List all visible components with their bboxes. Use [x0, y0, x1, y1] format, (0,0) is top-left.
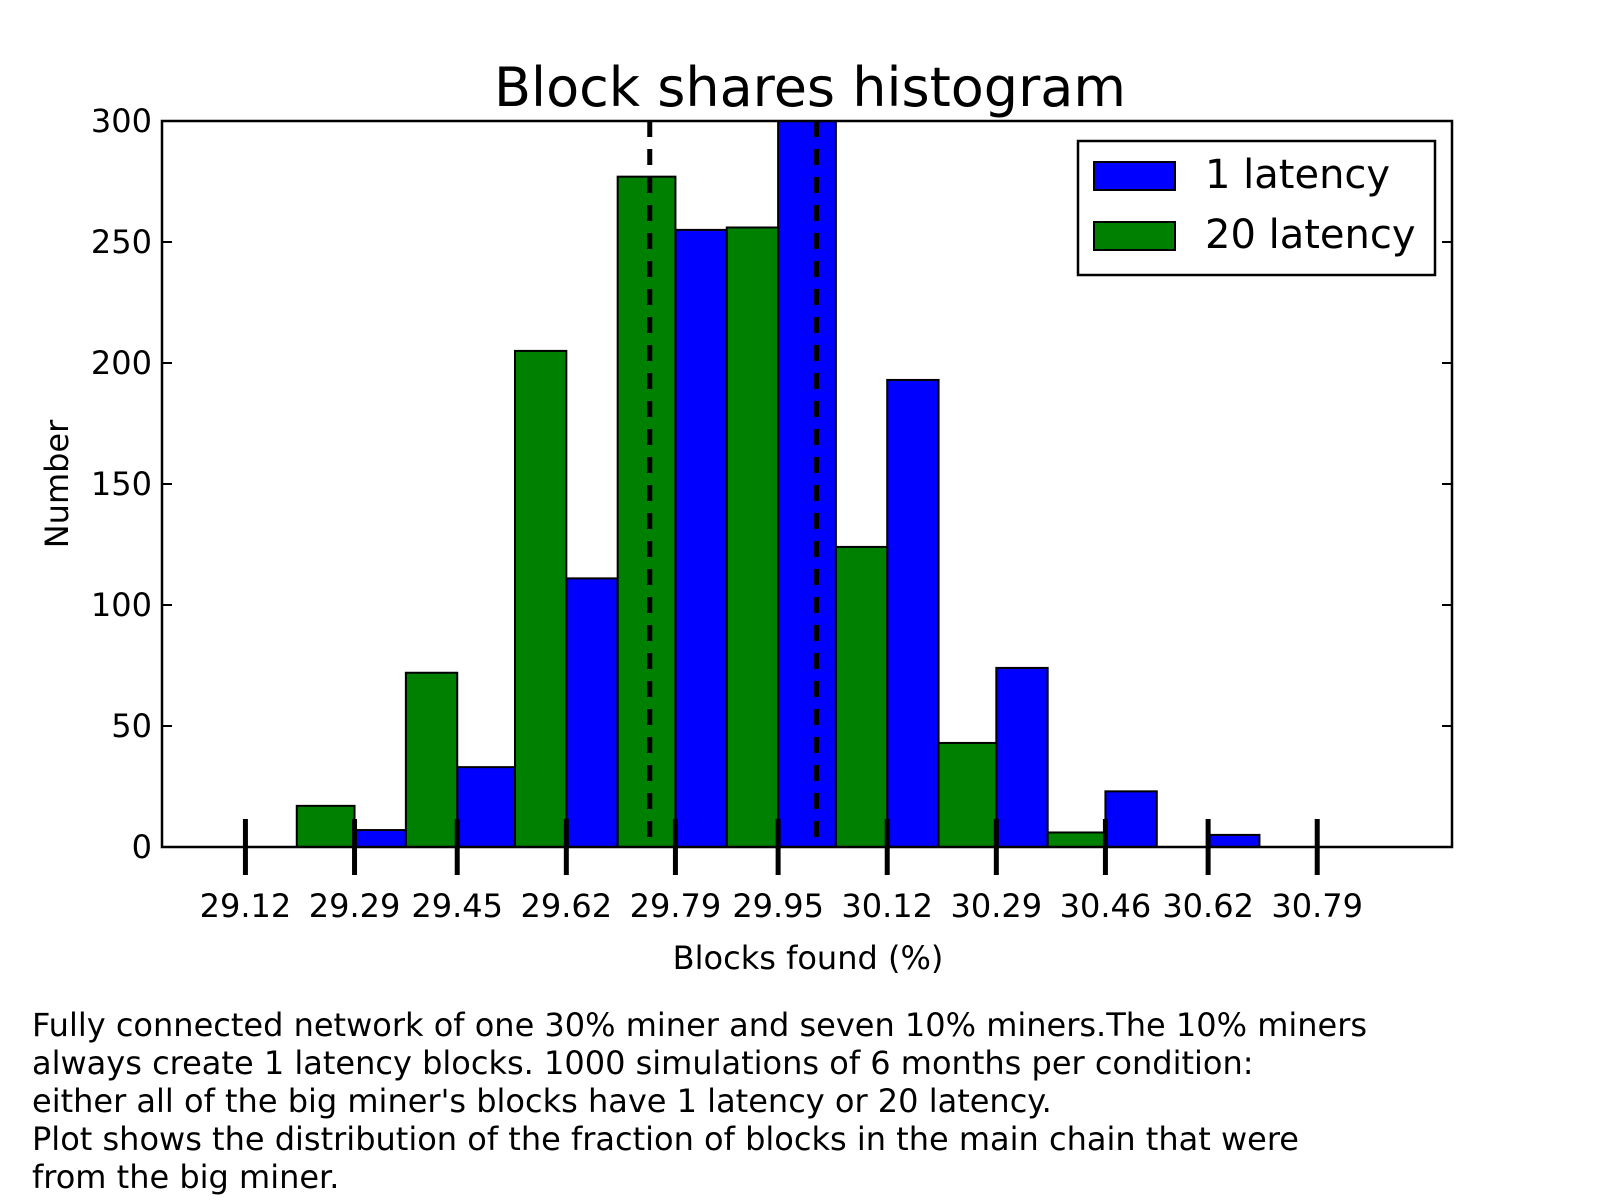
bar-1-latency-4: [674, 228, 728, 848]
bar-20-latency-3: [616, 175, 677, 849]
legend-label-20-latency: 20 latency: [1205, 212, 1416, 258]
bar-20-latency-0: [295, 804, 356, 848]
bar-1-latency-7: [995, 666, 1049, 848]
x-tick-label-8: 30.46: [1060, 887, 1152, 925]
legend-swatch-20-latency: [1093, 221, 1176, 251]
histogram-chart: Block shares histogram 0 50 100 150 200 250 30…: [38, 56, 1454, 977]
bar-20-latency-5: [834, 545, 889, 848]
x-tick-label-0: 29.12: [200, 887, 292, 925]
bar-1-latency-9: [1207, 833, 1261, 849]
x-tick-label-10: 30.79: [1271, 887, 1363, 925]
y-axis: 0 50 100 150 200 250 300: [91, 102, 1452, 866]
caption-line: either all of the big miner's blocks hav…: [32, 1082, 1052, 1120]
figure-caption: Fully connected network of one 30% miner…: [32, 1006, 1572, 1196]
y-tick-label-6: 300: [91, 102, 152, 140]
caption-line: always create 1 latency blocks. 1000 sim…: [32, 1044, 1254, 1082]
x-tick-label-1: 29.29: [309, 887, 401, 925]
y-axis-label: Number: [38, 419, 76, 548]
bars-group: [295, 120, 1261, 849]
bar-1-latency-8: [1104, 790, 1158, 849]
x-axis-label: Blocks found (%): [673, 939, 944, 977]
x-tick-label-4: 29.79: [630, 887, 722, 925]
y-tick-label-4: 200: [91, 344, 152, 382]
mean-lines-group: [647, 121, 820, 847]
caption-line: Fully connected network of one 30% miner…: [32, 1006, 1368, 1044]
x-tick-label-7: 30.29: [951, 887, 1043, 925]
caption-line: Plot shows the distribution of the fract…: [32, 1120, 1299, 1158]
chart-title: Block shares histogram: [494, 56, 1126, 119]
x-tick-label-2: 29.45: [411, 887, 503, 925]
y-tick-label-5: 250: [91, 223, 152, 261]
bar-1-latency-2: [456, 766, 516, 849]
y-tick-label-0: 0: [132, 828, 152, 866]
x-axis: 29.12 29.29 29.45 29.62 29.79 29.95 30.12 30.29…: [200, 819, 1363, 925]
bar-1-latency-3: [565, 577, 619, 848]
bar-1-latency-5: [777, 120, 837, 848]
y-tick-label-1: 50: [111, 707, 152, 745]
caption-line: from the big miner.: [32, 1158, 340, 1196]
legend-swatch-1-latency: [1093, 161, 1176, 191]
y-tick-label-2: 100: [91, 586, 152, 624]
bar-20-latency-2: [513, 349, 568, 848]
x-tick-label-5: 29.95: [732, 887, 824, 925]
x-tick-label-9: 30.62: [1162, 887, 1254, 925]
bar-20-latency-1: [404, 671, 459, 849]
legend-label-1-latency: 1 latency: [1205, 152, 1390, 198]
x-tick-label-6: 30.12: [841, 887, 933, 925]
y-tick-label-3: 150: [91, 465, 152, 503]
legend: 1 latency 20 latency: [1076, 139, 1437, 277]
x-tick-label-3: 29.62: [521, 887, 613, 925]
bar-1-latency-6: [886, 378, 940, 848]
bar-20-latency-6: [937, 741, 998, 848]
bar-20-latency-4: [725, 226, 780, 849]
bar-1-latency-1: [353, 829, 407, 848]
bar-20-latency-7: [1046, 831, 1107, 848]
